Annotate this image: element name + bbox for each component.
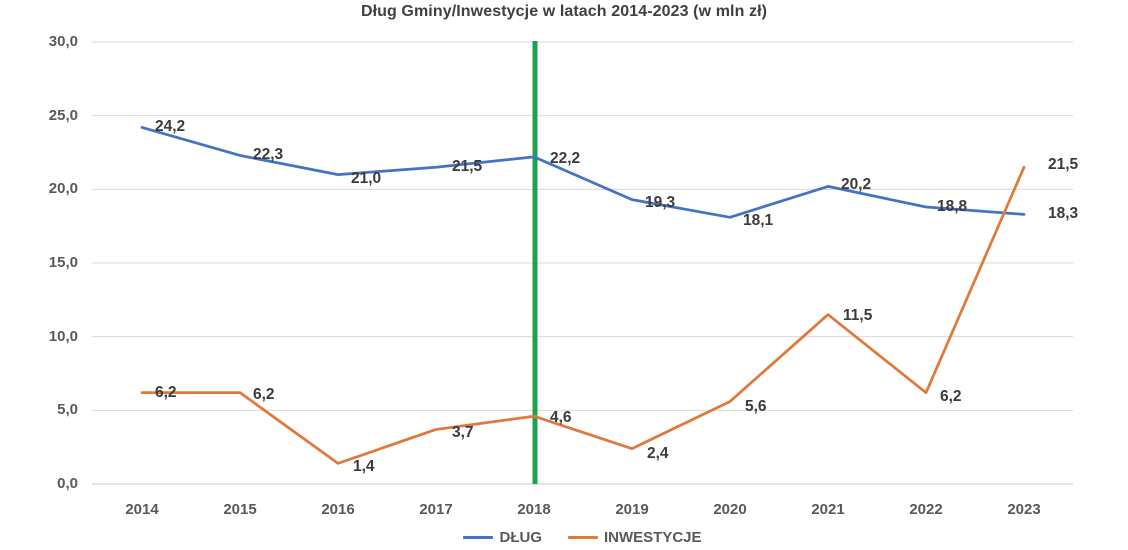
- y-axis-tick: 10,0: [48, 327, 78, 345]
- data-label: 21,0: [351, 169, 382, 187]
- data-label: 20,2: [841, 176, 872, 194]
- y-axis-tick: 20,0: [48, 180, 78, 198]
- y-axis-tick: 30,0: [48, 33, 78, 50]
- data-label: 6,2: [155, 383, 177, 401]
- x-axis-tick: 2015: [223, 501, 257, 518]
- data-label: 4,6: [550, 409, 572, 427]
- y-axis-tick: 0,0: [57, 475, 78, 492]
- y-axis-tick: 5,0: [57, 401, 78, 419]
- x-axis-tick: 2021: [811, 501, 845, 518]
- data-label: 3,7: [452, 424, 474, 442]
- data-label: 11,5: [843, 306, 873, 324]
- x-axis-tick: 2020: [713, 501, 747, 518]
- data-label: 18,1: [743, 212, 774, 230]
- legend-item-dlug: DŁUG: [463, 529, 542, 546]
- y-axis-tick: 25,0: [48, 106, 78, 124]
- data-label: 22,2: [550, 149, 581, 167]
- y-axis-tick: 15,0: [48, 254, 78, 271]
- data-label: 18,3: [1048, 205, 1079, 223]
- legend-label: INWESTYCJE: [603, 529, 702, 546]
- x-axis-tick: 2019: [615, 501, 649, 518]
- x-axis-tick: 2016: [321, 501, 355, 518]
- x-axis-tick: 2023: [1007, 501, 1041, 518]
- data-label: 6,2: [940, 387, 962, 405]
- inwestycje-line: [140, 165, 1026, 465]
- chart-title: Dług Gminy/Inwestycje w latach 2014-2023…: [360, 3, 768, 20]
- x-axis-tick: 2022: [909, 501, 943, 518]
- data-label: 19,3: [645, 193, 676, 211]
- legend-line-swatch: [463, 536, 494, 539]
- legend-item-inwestycje: INWESTYCJE: [567, 529, 702, 546]
- data-label: 1,4: [353, 458, 375, 476]
- legend: DŁUG INWESTYCJE: [92, 529, 1073, 546]
- x-axis-tick: 2017: [419, 501, 453, 518]
- dlug-line: [140, 126, 1026, 219]
- legend-label: DŁUG: [499, 529, 542, 546]
- data-label: 5,6: [745, 398, 767, 416]
- data-label: 6,2: [253, 385, 275, 403]
- data-label: 21,5: [1048, 156, 1079, 174]
- data-label: 21,5: [452, 158, 483, 176]
- x-axis-tick: 2018: [517, 501, 551, 518]
- data-label: 2,4: [647, 444, 669, 462]
- data-label: 22,3: [253, 146, 284, 164]
- x-axis-tick: 2014: [125, 501, 159, 518]
- data-label: 18,8: [937, 198, 968, 215]
- legend-line-swatch: [567, 536, 598, 539]
- data-label: 24,2: [155, 118, 186, 136]
